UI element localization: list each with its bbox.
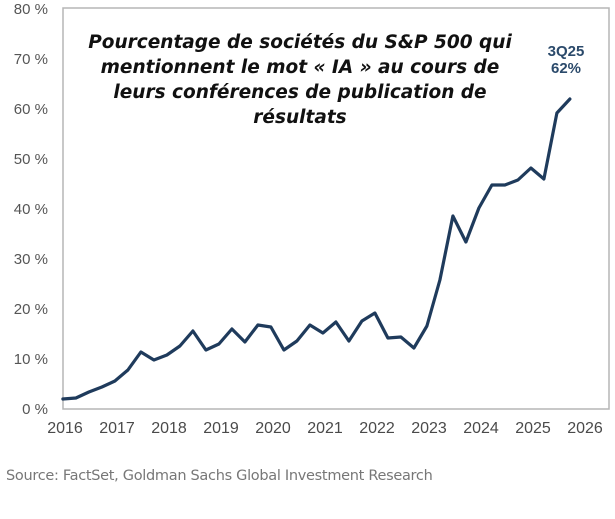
data-point-2Q21 bbox=[347, 339, 351, 343]
data-point-2Q20 bbox=[295, 339, 299, 343]
data-point-3Q17 bbox=[152, 358, 156, 362]
x-tick-label: 2022 bbox=[359, 420, 395, 437]
chart-title: Pourcentage de sociétés du S&P 500 qui m… bbox=[88, 32, 512, 128]
data-point-4Q19 bbox=[269, 325, 273, 329]
x-tick-label: 2018 bbox=[151, 420, 187, 437]
data-point-1Q19 bbox=[230, 327, 234, 331]
data-point-1Q18 bbox=[178, 344, 182, 348]
x-tick-label: 2019 bbox=[203, 420, 239, 437]
data-point-3Q20 bbox=[308, 323, 312, 327]
y-tick-label: 60 % bbox=[14, 101, 48, 118]
y-tick-label: 30 % bbox=[14, 251, 48, 268]
data-point-3Q24 bbox=[516, 178, 520, 182]
data-point-4Q21 bbox=[373, 311, 377, 315]
data-point-4Q16 bbox=[113, 379, 117, 383]
data-point-2Q24 bbox=[503, 183, 507, 187]
data-point-1Q25 bbox=[542, 177, 546, 181]
x-tick-label: 2016 bbox=[47, 420, 83, 437]
data-point-2Q23 bbox=[451, 214, 455, 218]
data-point-3Q19 bbox=[256, 323, 260, 327]
last-point-annotation: 3Q25 62% bbox=[540, 43, 592, 77]
data-point-1Q23 bbox=[438, 278, 442, 282]
data-point-4Q23 bbox=[477, 206, 481, 210]
data-point-2Q25 bbox=[555, 111, 559, 115]
data-point-1Q24 bbox=[490, 183, 494, 187]
y-tick-label: 40 % bbox=[14, 201, 48, 218]
y-axis: 0 % 10 % 20 % 30 % 40 % 50 % 60 % 70 % 80 % bbox=[14, 1, 48, 418]
data-point-2Q22 bbox=[399, 335, 403, 339]
data-point-3Q16 bbox=[100, 385, 104, 389]
data-point-3Q22 bbox=[412, 346, 416, 350]
data-point-1Q21 bbox=[334, 320, 338, 324]
y-tick-label: 10 % bbox=[14, 351, 48, 368]
series-line bbox=[61, 97, 572, 401]
x-tick-label: 2020 bbox=[255, 420, 291, 437]
data-point-1Q17 bbox=[126, 368, 130, 372]
x-tick-label: 2023 bbox=[411, 420, 447, 437]
x-tick-label: 2017 bbox=[99, 420, 135, 437]
annotation-quarter: 3Q25 bbox=[547, 43, 585, 60]
data-point-1Q16 bbox=[74, 396, 78, 400]
data-point-4Q15 bbox=[61, 397, 65, 401]
data-point-3Q25 bbox=[568, 97, 572, 101]
data-point-2Q16 bbox=[87, 390, 91, 394]
data-point-3Q18 bbox=[204, 348, 208, 352]
data-point-3Q21 bbox=[360, 319, 364, 323]
y-tick-label: 70 % bbox=[14, 51, 48, 68]
data-point-4Q22 bbox=[425, 324, 429, 328]
data-points bbox=[61, 97, 572, 401]
plot-frame bbox=[62, 7, 610, 410]
data-point-4Q17 bbox=[165, 353, 169, 357]
x-tick-label: 2025 bbox=[515, 420, 551, 437]
data-point-4Q20 bbox=[321, 331, 325, 335]
data-point-2Q18 bbox=[191, 329, 195, 333]
data-point-1Q22 bbox=[386, 336, 390, 340]
y-tick-label: 20 % bbox=[14, 301, 48, 318]
x-tick-label: 2024 bbox=[463, 420, 499, 437]
x-tick-label: 2026 bbox=[567, 420, 603, 437]
annotation-value: 62% bbox=[550, 60, 582, 77]
data-point-1Q20 bbox=[282, 348, 286, 352]
y-tick-label: 0 % bbox=[22, 401, 48, 418]
data-point-2Q19 bbox=[243, 340, 247, 344]
data-point-2Q17 bbox=[139, 350, 143, 354]
y-tick-label: 80 % bbox=[14, 1, 48, 18]
data-point-3Q23 bbox=[464, 240, 468, 244]
y-tick-label: 50 % bbox=[14, 151, 48, 168]
x-axis: 2016 2017 2018 2019 2020 2021 2022 2023 2024 2025… bbox=[47, 420, 603, 437]
data-point-4Q24 bbox=[529, 166, 533, 170]
data-point-4Q18 bbox=[217, 342, 221, 346]
x-tick-label: 2021 bbox=[307, 420, 343, 437]
source-note: Source: FactSet, Goldman Sachs Global In… bbox=[6, 468, 433, 484]
